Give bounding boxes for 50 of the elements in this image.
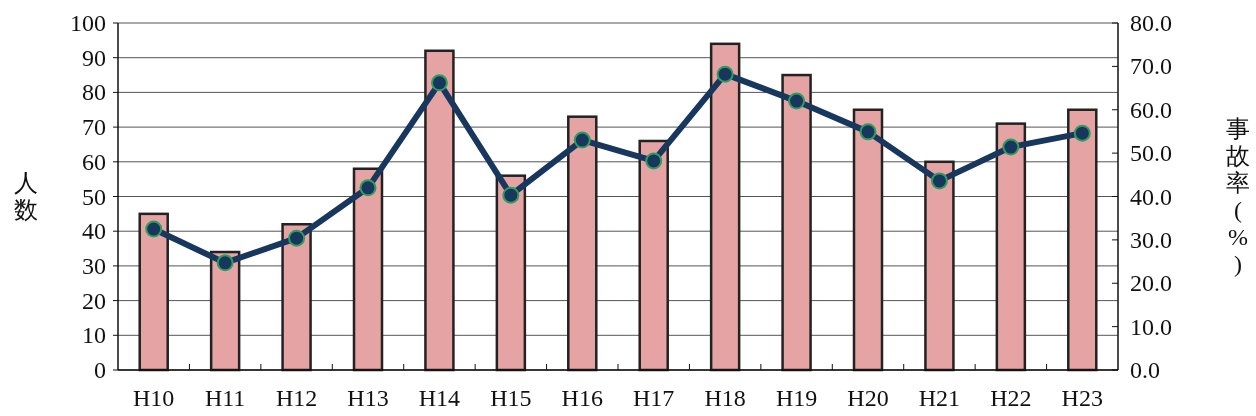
y-tick-label: 100 (70, 10, 106, 36)
x-tick-label: H23 (1061, 385, 1103, 411)
y2-tick-label: 10.0 (1130, 313, 1172, 340)
y-tick-label: 40 (82, 218, 106, 245)
y2-tick-label: 80.0 (1130, 10, 1172, 36)
y-tick-label: 0 (94, 357, 106, 383)
point (788, 92, 806, 110)
y2-axis-title: 事故率(%) (1226, 116, 1250, 277)
y-tick-label: 50 (82, 183, 106, 210)
y-tick-label: 20 (82, 287, 106, 314)
x-tick-label: H19 (775, 385, 818, 411)
y2-tick-label: 20.0 (1130, 270, 1172, 297)
point (502, 186, 520, 204)
x-tick-label: H18 (704, 385, 746, 411)
y-tick-label: 30 (82, 252, 106, 279)
point (359, 179, 377, 197)
y-tick-label: 70 (82, 114, 106, 141)
y2-tick-label: 0.0 (1130, 357, 1160, 383)
point (930, 172, 948, 190)
x-tick-label: H16 (561, 385, 603, 411)
y2-tick-label: 40.0 (1130, 183, 1172, 210)
point (716, 65, 734, 83)
x-tick-label: H10 (133, 385, 175, 411)
y-tick-label: 80 (82, 79, 106, 106)
point (145, 220, 163, 238)
y-tick-label: 90 (82, 44, 106, 71)
x-tick-label: H22 (990, 385, 1032, 411)
point (1002, 138, 1020, 156)
x-tick-label: H17 (633, 385, 675, 411)
point (216, 254, 234, 272)
x-tick-label: H11 (204, 385, 246, 411)
x-tick-label: H20 (847, 385, 889, 411)
point (288, 229, 306, 247)
x-tick-label: H13 (347, 385, 389, 411)
y2-tick-label: 50.0 (1130, 140, 1172, 167)
y-axis-title: 人数 (14, 170, 38, 223)
y-tick-label: 60 (82, 148, 106, 175)
y2-tick-label: 60.0 (1130, 96, 1172, 123)
point (1073, 124, 1091, 142)
y-tick-label: 10 (82, 322, 106, 349)
x-tick-label: H12 (275, 385, 318, 411)
point (430, 74, 448, 92)
x-tick-label: H21 (918, 385, 961, 411)
point (859, 123, 877, 141)
x-tick-label: H15 (490, 385, 532, 411)
x-tick-label: H14 (418, 385, 461, 411)
point (645, 152, 663, 170)
y2-tick-label: 30.0 (1130, 226, 1172, 253)
point (573, 131, 591, 149)
y2-tick-label: 70.0 (1130, 53, 1172, 80)
